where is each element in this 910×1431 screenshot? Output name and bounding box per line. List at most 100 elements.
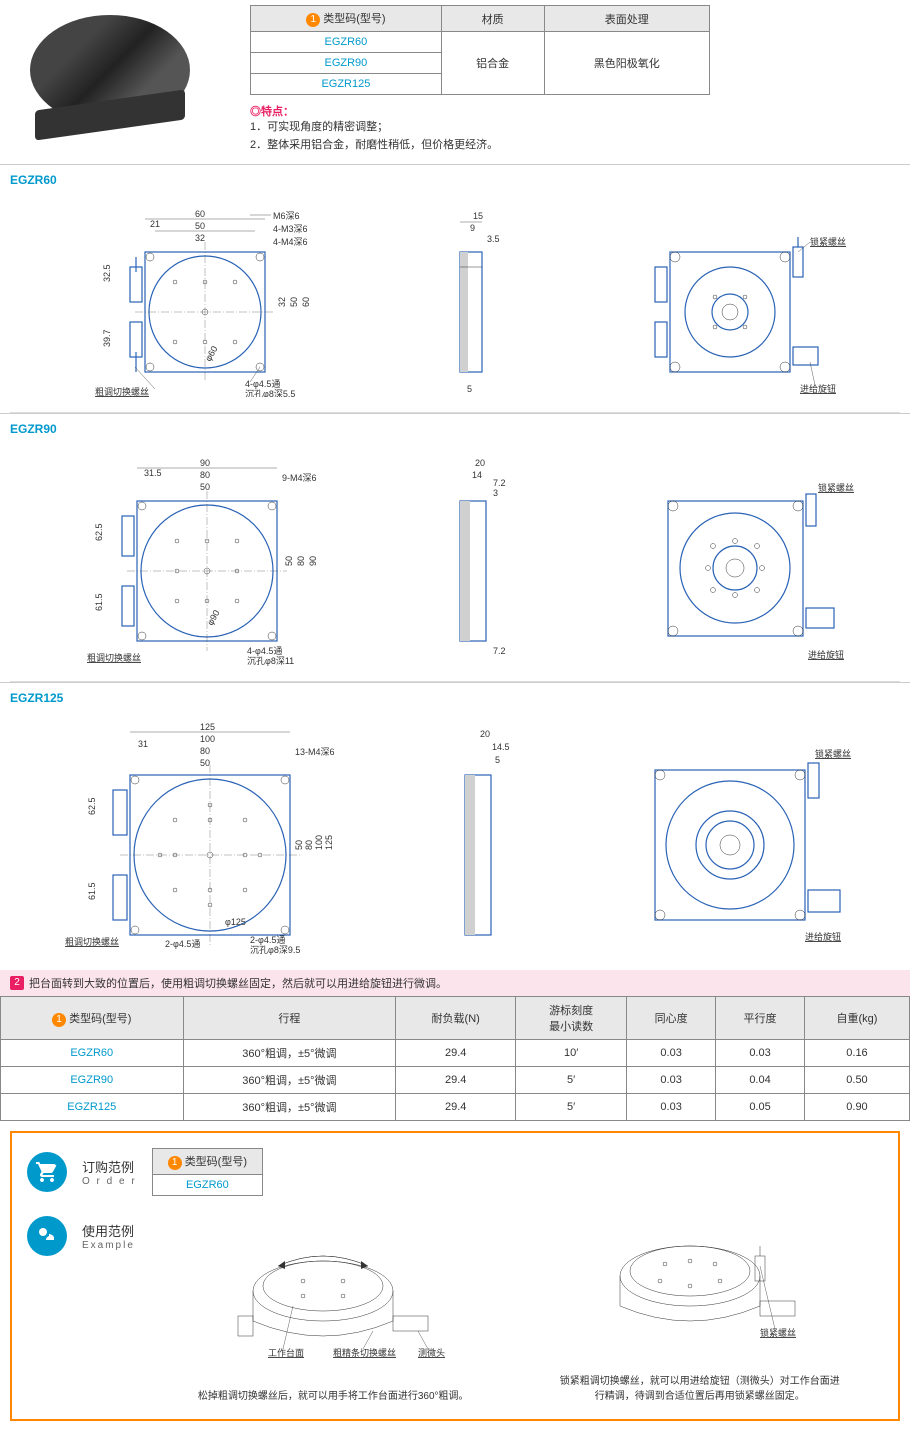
material-table: 1类型码(型号) 材质 表面处理 EGZR60铝合金黑色阳极氧化 EGZR90 … bbox=[250, 5, 710, 95]
dwg-row-60: 21 60 50 32 M6深6 4-M3深6 4-M4深6 32.5 39.7… bbox=[10, 192, 900, 413]
svg-text:φ125: φ125 bbox=[225, 917, 246, 927]
spec-row: EGZR125 360°粗调，±5°微调 29.4 5′ 0.03 0.05 0… bbox=[1, 1094, 910, 1121]
svg-text:39.7: 39.7 bbox=[102, 330, 112, 348]
svg-text:90: 90 bbox=[308, 556, 318, 566]
svg-text:32: 32 bbox=[277, 297, 287, 307]
svg-text:测微头: 测微头 bbox=[418, 1347, 445, 1358]
spec-th: 同心度 bbox=[627, 997, 716, 1040]
svg-text:90: 90 bbox=[200, 458, 210, 468]
example-label-cn: 使用范例 bbox=[82, 1221, 135, 1240]
svg-text:2-φ4.5通: 2-φ4.5通 bbox=[250, 935, 285, 945]
dwg-60-iso: 锁紧螺丝 进给旋钮 bbox=[615, 197, 855, 397]
svg-text:锁紧螺丝: 锁紧螺丝 bbox=[760, 1327, 796, 1338]
svg-text:125: 125 bbox=[200, 722, 215, 732]
example-label-en: Example bbox=[82, 1240, 135, 1251]
dwg-row-125: 31 125 100 80 50 13-M4深6 62.5 61.5 50 80… bbox=[10, 710, 900, 970]
mat-model: EGZR125 bbox=[251, 74, 442, 95]
svg-text:4-φ4.5通: 4-φ4.5通 bbox=[247, 646, 282, 656]
svg-text:50: 50 bbox=[289, 297, 299, 307]
dwg-label-90: EGZR90 bbox=[10, 414, 900, 441]
svg-text:粗调切换螺丝: 粗调切换螺丝 bbox=[87, 652, 141, 663]
svg-text:50: 50 bbox=[284, 556, 294, 566]
spec-th: 自重(kg) bbox=[804, 997, 909, 1040]
mat-material: 铝合金 bbox=[441, 32, 544, 95]
svg-text:进给旋钮: 进给旋钮 bbox=[805, 931, 841, 942]
svg-text:3.5: 3.5 bbox=[487, 234, 500, 244]
dwg-label-60: EGZR60 bbox=[10, 165, 900, 192]
example-dwg-2: 锁紧螺丝 锁紧粗调切换螺丝，就可以用进给旋钮（测微头）对工作台面进行精调，待调到… bbox=[560, 1216, 840, 1404]
svg-text:80: 80 bbox=[304, 840, 314, 850]
svg-text:80: 80 bbox=[296, 556, 306, 566]
svg-text:沉孔φ8深11: 沉孔φ8深11 bbox=[247, 656, 294, 666]
dwg-125-iso: 锁紧螺丝 进给旋钮 bbox=[610, 715, 860, 955]
svg-text:125: 125 bbox=[324, 835, 334, 850]
dwg-90-top: 31.5 90 80 50 9-M4深6 62.5 61.5 50 80 90 … bbox=[52, 446, 342, 666]
dwg-label-125: EGZR125 bbox=[10, 683, 900, 710]
svg-text:20: 20 bbox=[480, 729, 490, 739]
svg-text:62.5: 62.5 bbox=[94, 524, 104, 542]
svg-text:62.5: 62.5 bbox=[87, 798, 97, 816]
feat-item: 2．整体采用铝合金，耐磨性稍低，但价格更经济。 bbox=[250, 137, 900, 155]
svg-text:20: 20 bbox=[475, 458, 485, 468]
svg-text:沉孔φ8深9.5: 沉孔φ8深9.5 bbox=[250, 945, 300, 955]
svg-text:φ90: φ90 bbox=[205, 608, 222, 627]
dwg-60-side: 15 9 3.5 5 bbox=[425, 197, 525, 397]
note-text: 把台面转到大致的位置后，使用粗调切换螺丝固定，然后就可以用进给旋钮进行微调。 bbox=[29, 975, 447, 991]
svg-text:61.5: 61.5 bbox=[87, 883, 97, 901]
svg-text:5: 5 bbox=[495, 755, 500, 765]
svg-text:粗调切换螺丝: 粗调切换螺丝 bbox=[65, 936, 119, 947]
num-badge: 1 bbox=[306, 13, 320, 27]
spec-th: 1类型码(型号) bbox=[1, 997, 184, 1040]
mat-model: EGZR60 bbox=[251, 32, 442, 53]
svg-text:31: 31 bbox=[138, 739, 148, 749]
svg-text:M6深6: M6深6 bbox=[273, 211, 300, 221]
svg-text:15: 15 bbox=[473, 211, 483, 221]
svg-text:7.2: 7.2 bbox=[493, 646, 506, 656]
ex-caption-2: 锁紧粗调切换螺丝，就可以用进给旋钮（测微头）对工作台面进行精调，待调到合适位置后… bbox=[560, 1374, 840, 1404]
svg-text:80: 80 bbox=[200, 470, 210, 480]
svg-text:14: 14 bbox=[472, 470, 482, 480]
svg-text:锁紧螺丝: 锁紧螺丝 bbox=[810, 236, 846, 247]
svg-text:粗精条切换螺丝: 粗精条切换螺丝 bbox=[333, 1347, 396, 1358]
svg-text:50: 50 bbox=[200, 482, 210, 492]
svg-text:100: 100 bbox=[314, 835, 324, 850]
svg-text:9: 9 bbox=[470, 223, 475, 233]
mat-model: EGZR90 bbox=[251, 53, 442, 74]
dwg-125-top: 31 125 100 80 50 13-M4深6 62.5 61.5 50 80… bbox=[50, 715, 350, 955]
svg-text:5: 5 bbox=[467, 384, 472, 394]
svg-text:3: 3 bbox=[493, 488, 498, 498]
svg-text:50: 50 bbox=[195, 221, 205, 231]
svg-text:31.5: 31.5 bbox=[144, 468, 162, 478]
svg-text:50: 50 bbox=[200, 758, 210, 768]
svg-text:4-φ4.5通: 4-φ4.5通 bbox=[245, 379, 280, 389]
svg-text:61.5: 61.5 bbox=[94, 594, 104, 612]
svg-text:φ60: φ60 bbox=[203, 344, 220, 363]
mat-surface: 黑色阳极氧化 bbox=[544, 32, 709, 95]
svg-text:2-φ4.5通: 2-φ4.5通 bbox=[165, 939, 200, 949]
svg-text:进给旋钮: 进给旋钮 bbox=[800, 383, 836, 394]
svg-text:锁紧螺丝: 锁紧螺丝 bbox=[815, 748, 851, 759]
mat-th-surf: 表面处理 bbox=[544, 6, 709, 32]
note-num: 2 bbox=[10, 976, 24, 990]
order-model: EGZR60 bbox=[152, 1175, 262, 1196]
svg-text:7.2: 7.2 bbox=[493, 478, 506, 488]
cart-icon bbox=[27, 1152, 67, 1192]
spec-th: 平行度 bbox=[716, 997, 805, 1040]
dwg-125-side: 20 14.5 5 bbox=[430, 715, 530, 955]
svg-text:4-M4深6: 4-M4深6 bbox=[273, 237, 308, 247]
dwg-row-90: 31.5 90 80 50 9-M4深6 62.5 61.5 50 80 90 … bbox=[10, 441, 900, 682]
dwg-90-side: 20 14 7.2 3 7.2 bbox=[425, 446, 535, 666]
mat-th-mat: 材质 bbox=[441, 6, 544, 32]
product-photo bbox=[10, 5, 190, 154]
feat-item: 1．可实现角度的精密调整； bbox=[250, 119, 900, 137]
svg-text:60: 60 bbox=[195, 209, 205, 219]
svg-text:32.5: 32.5 bbox=[102, 265, 112, 283]
features-block: ◎特点： 1．可实现角度的精密调整； 2．整体采用铝合金，耐磨性稍低，但价格更经… bbox=[250, 103, 900, 154]
svg-text:4-M3深6: 4-M3深6 bbox=[273, 224, 308, 234]
spec-th: 游标刻度 最小读数 bbox=[516, 997, 627, 1040]
dwg-60-top: 21 60 50 32 M6深6 4-M3深6 4-M4深6 32.5 39.7… bbox=[55, 197, 335, 397]
order-label-en: O r d e r bbox=[82, 1176, 137, 1187]
note-bar: 2 把台面转到大致的位置后，使用粗调切换螺丝固定，然后就可以用进给旋钮进行微调。 bbox=[0, 970, 910, 996]
svg-text:80: 80 bbox=[200, 746, 210, 756]
order-section: 订购范例 O r d e r 1类型码(型号) EGZR60 使用范例 Exam… bbox=[10, 1131, 900, 1421]
